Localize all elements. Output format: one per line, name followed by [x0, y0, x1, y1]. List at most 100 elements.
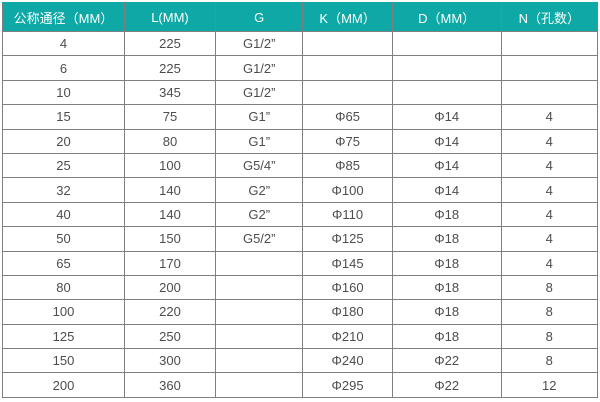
table-cell [214, 348, 304, 374]
table-cell [500, 30, 599, 57]
table-cell: Φ18 [391, 201, 502, 228]
table-cell: Φ125 [302, 226, 393, 252]
table-cell [302, 79, 393, 106]
table-cell: Φ18 [391, 299, 502, 325]
table-cell: 65 [2, 250, 125, 276]
table-cell: 100 [2, 299, 125, 325]
table-cell: 8 [500, 348, 599, 374]
table-cell: 6 [2, 55, 125, 81]
column-header-hole-count-n: N（孔数） [500, 2, 599, 32]
table-cell: 140 [123, 201, 217, 228]
table-cell: Φ110 [302, 201, 393, 228]
table-cell: G1/2” [214, 55, 304, 81]
table-row: 150 300 Φ240 Φ22 8 [2, 348, 599, 374]
table-cell: 140 [123, 177, 217, 203]
table-cell: 225 [123, 55, 217, 81]
table-cell: 300 [123, 348, 217, 374]
table-cell: 220 [123, 299, 217, 325]
table-cell [214, 372, 304, 398]
table-row: 10 345 G1/2” [2, 79, 599, 106]
table-cell: Φ22 [391, 372, 502, 398]
table-cell: 50 [2, 226, 125, 252]
table-cell: Φ14 [391, 177, 502, 203]
table-row: 125 250 Φ210 Φ18 8 [2, 323, 599, 350]
table-cell: Φ14 [391, 128, 502, 154]
table-cell: 200 [2, 372, 125, 398]
table-cell: G1” [214, 104, 304, 130]
table-cell: Φ18 [391, 250, 502, 276]
table-cell: Φ18 [391, 274, 502, 301]
table-row: 65 170 Φ145 Φ18 4 [2, 250, 599, 276]
table-cell: Φ160 [302, 274, 393, 301]
table-cell: 150 [2, 348, 125, 374]
table-cell: Φ210 [302, 323, 393, 350]
table-cell: Φ65 [302, 104, 393, 130]
table-cell [391, 30, 502, 57]
table-cell: 4 [500, 152, 599, 179]
table-cell [302, 30, 393, 57]
table-cell: 4 [500, 201, 599, 228]
table-cell: Φ145 [302, 250, 393, 276]
table-cell: Φ22 [391, 348, 502, 374]
table-row: 50 150 G5/2” Φ125 Φ18 4 [2, 226, 599, 252]
table-cell: 4 [500, 250, 599, 276]
table-row: 100 220 Φ180 Φ18 8 [2, 299, 599, 325]
table-cell: 80 [123, 128, 217, 154]
table-cell: G5/2” [214, 226, 304, 252]
table-body: 4 225 G1/2” 6 225 G1/2” 10 345 G1/2” 15 75 G1” Φ65 Φ1… [2, 30, 599, 398]
table-cell [214, 323, 304, 350]
table-cell [302, 55, 393, 81]
table-cell: Φ18 [391, 226, 502, 252]
column-header-nominal-diameter: 公称通径（MM） [2, 2, 125, 32]
table-cell: 8 [500, 323, 599, 350]
column-header-hole-diameter-d: D（MM） [391, 2, 502, 32]
table-cell: G1/2” [214, 30, 304, 57]
table-cell: Φ18 [391, 323, 502, 350]
table-cell: Φ240 [302, 348, 393, 374]
table-cell: 75 [123, 104, 217, 130]
table-cell: 15 [2, 104, 125, 130]
table-cell: 25 [2, 152, 125, 179]
header-row: 公称通径（MM） L(MM) G K（MM） D（MM） N（孔数） [2, 2, 599, 32]
table-cell: Φ295 [302, 372, 393, 398]
table-cell [214, 299, 304, 325]
table-cell: 4 [2, 30, 125, 57]
table-cell: 250 [123, 323, 217, 350]
table-cell: G1” [214, 128, 304, 154]
table-row: 15 75 G1” Φ65 Φ14 4 [2, 104, 599, 130]
table-cell: 4 [500, 104, 599, 130]
table-cell: Φ180 [302, 299, 393, 325]
table-cell: 12 [500, 372, 599, 398]
table-cell: 32 [2, 177, 125, 203]
table-cell: 4 [500, 226, 599, 252]
table-cell: 4 [500, 177, 599, 203]
table-cell: 8 [500, 299, 599, 325]
table-cell: 40 [2, 201, 125, 228]
table-cell [500, 79, 599, 106]
table-cell [391, 55, 502, 81]
table-cell [214, 250, 304, 276]
column-header-thread-g: G [214, 2, 304, 32]
table-row: 40 140 G2” Φ110 Φ18 4 [2, 201, 599, 228]
table-cell: 225 [123, 30, 217, 57]
table-cell: G1/2” [214, 79, 304, 106]
table-cell [500, 55, 599, 81]
column-header-bolt-circle-k: K（MM） [302, 2, 393, 32]
column-header-length-l: L(MM) [123, 2, 217, 32]
table-cell: 125 [2, 323, 125, 350]
table-cell: 80 [2, 274, 125, 301]
table-cell: 10 [2, 79, 125, 106]
table-cell [214, 274, 304, 301]
table-row: 25 100 G5/4” Φ85 Φ14 4 [2, 152, 599, 179]
table-cell: 200 [123, 274, 217, 301]
table-cell [391, 79, 502, 106]
table-row: 32 140 G2” Φ100 Φ14 4 [2, 177, 599, 203]
table-row: 4 225 G1/2” [2, 30, 599, 57]
table-cell: G2” [214, 201, 304, 228]
table-cell: G2” [214, 177, 304, 203]
table-cell: 8 [500, 274, 599, 301]
table-cell: 360 [123, 372, 217, 398]
table-cell: Φ14 [391, 104, 502, 130]
